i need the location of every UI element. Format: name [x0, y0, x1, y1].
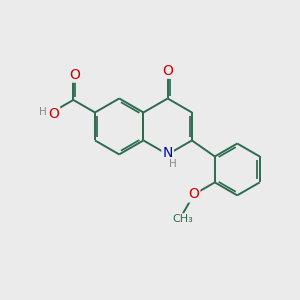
Text: H: H [39, 107, 46, 117]
Text: O: O [162, 64, 173, 78]
Text: CH₃: CH₃ [172, 214, 193, 224]
Text: O: O [188, 188, 199, 202]
Text: O: O [69, 68, 80, 82]
Text: N: N [163, 146, 173, 160]
Text: O: O [48, 107, 59, 121]
Text: H: H [169, 159, 177, 169]
